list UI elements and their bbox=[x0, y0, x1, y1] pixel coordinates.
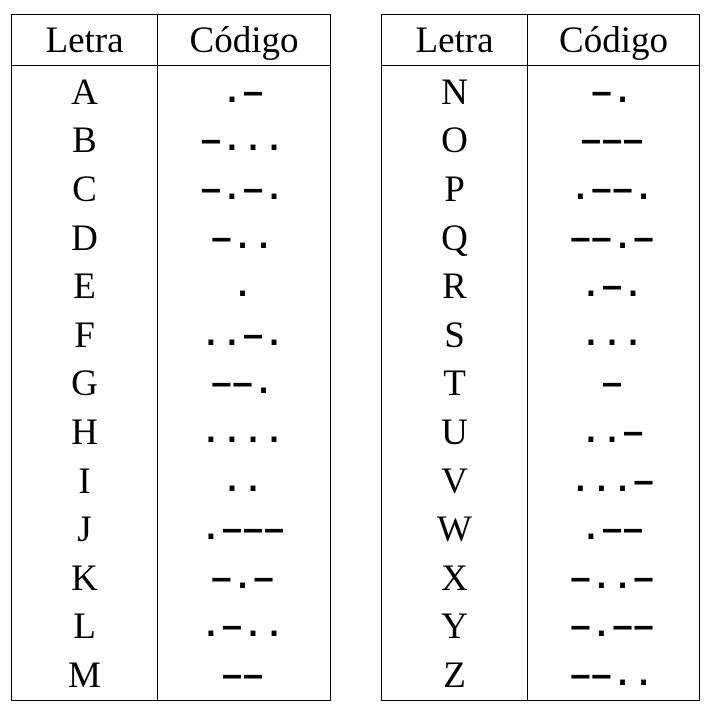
morse-code-cell: –... bbox=[201, 123, 287, 159]
table-row: H.... bbox=[11, 408, 331, 457]
letter-cell: Z bbox=[381, 651, 528, 701]
letter-cell: B bbox=[11, 116, 158, 166]
morse-code-cell: –– bbox=[222, 657, 266, 693]
table-body-left: A .– B –... C –.–. D –.. E. F ..–. G ––. H.... I.. J .––… bbox=[11, 65, 331, 701]
table-row: D –.. bbox=[11, 213, 331, 263]
letter-cell: E bbox=[11, 262, 158, 311]
table-row: K –.– bbox=[11, 553, 331, 603]
morse-code-cell: –.–– bbox=[571, 609, 656, 645]
table-row: X –..– bbox=[381, 553, 700, 603]
morse-code-cell: ..–. bbox=[201, 317, 287, 353]
table-row: R .–. bbox=[381, 262, 700, 311]
table-row: U ..– bbox=[381, 408, 700, 457]
letter-cell: J bbox=[11, 505, 158, 554]
letter-cell: M bbox=[11, 651, 158, 701]
table-row: B –... bbox=[11, 116, 331, 166]
letter-cell: X bbox=[381, 553, 528, 603]
morse-code-cell: .–– bbox=[581, 512, 646, 548]
morse-code-cell: .– bbox=[222, 74, 266, 110]
morse-code-cell: –.– bbox=[212, 560, 276, 596]
table-row: M –– bbox=[11, 651, 331, 701]
table-row: I.. bbox=[11, 456, 331, 506]
table-row: O ––– bbox=[381, 116, 700, 166]
table-row: Q ––.– bbox=[381, 213, 700, 263]
letter-cell: R bbox=[381, 262, 528, 311]
morse-code-cell: ––.. bbox=[571, 657, 656, 693]
morse-table-right: Letra Código N –. O ––– P .––. Q ––.– R .–. S... T –… bbox=[381, 14, 700, 701]
letter-cell: N bbox=[381, 65, 528, 117]
morse-code-cell: – bbox=[602, 366, 625, 402]
letter-cell: U bbox=[381, 408, 528, 457]
morse-code-cell: ... bbox=[581, 317, 646, 353]
letter-cell: H bbox=[11, 408, 158, 457]
header-code: Código bbox=[157, 14, 331, 66]
header-letter: Letra bbox=[11, 14, 158, 66]
morse-code-cell: .–.. bbox=[201, 609, 287, 645]
morse-code-cell: –.–. bbox=[201, 171, 287, 207]
header-letter: Letra bbox=[381, 14, 528, 66]
morse-code-cell: ––. bbox=[212, 366, 276, 402]
letter-cell: F bbox=[11, 310, 158, 360]
table-row: Y –.–– bbox=[381, 602, 700, 652]
letter-cell: D bbox=[11, 213, 158, 263]
table-row: J .––– bbox=[11, 505, 331, 554]
letter-cell: A bbox=[11, 65, 158, 117]
table-row: L .–.. bbox=[11, 602, 331, 652]
letter-cell: Q bbox=[381, 213, 528, 263]
morse-code-cell: ––– bbox=[581, 123, 646, 159]
table-row: Z ––.. bbox=[381, 651, 700, 701]
letter-cell: K bbox=[11, 553, 158, 603]
table-row: G ––. bbox=[11, 359, 331, 409]
morse-code-cell: .––– bbox=[201, 512, 287, 548]
table-row: P .––. bbox=[381, 165, 700, 214]
morse-code-cell: ...– bbox=[571, 463, 656, 499]
morse-code-cell: .. bbox=[222, 463, 266, 499]
header-row: Letra Código bbox=[381, 14, 700, 66]
letter-cell: W bbox=[381, 505, 528, 554]
letter-cell: G bbox=[11, 359, 158, 409]
letter-cell: S bbox=[381, 310, 528, 360]
morse-code-cell: –.. bbox=[212, 220, 276, 256]
table-row: S... bbox=[381, 310, 700, 360]
morse-table-left: Letra Código A .– B –... C –.–. D –.. E. F ..–. G ––… bbox=[11, 14, 331, 701]
morse-code-cell: –..– bbox=[571, 560, 656, 596]
letter-cell: P bbox=[381, 165, 528, 214]
header-row: Letra Código bbox=[11, 14, 331, 66]
letter-cell: V bbox=[381, 456, 528, 506]
table-body-right: N –. O ––– P .––. Q ––.– R .–. S... T – U ..– V ...– W .––… bbox=[381, 65, 700, 701]
table-row: N –. bbox=[381, 65, 700, 117]
letter-cell: C bbox=[11, 165, 158, 214]
morse-code-cell: ––.– bbox=[571, 220, 656, 256]
morse-code-cell: . bbox=[233, 269, 255, 305]
table-row: W .–– bbox=[381, 505, 700, 554]
morse-code-cell: –. bbox=[592, 74, 635, 110]
table-row: C –.–. bbox=[11, 165, 331, 214]
letter-cell: T bbox=[381, 359, 528, 409]
table-row: T – bbox=[381, 359, 700, 409]
morse-code-cell: .––. bbox=[571, 171, 656, 207]
letter-cell: I bbox=[11, 456, 158, 506]
table-row: E. bbox=[11, 262, 331, 311]
table-row: A .– bbox=[11, 65, 331, 117]
table-row: F ..–. bbox=[11, 310, 331, 360]
header-code: Código bbox=[527, 14, 700, 66]
morse-code-cell: .... bbox=[201, 414, 287, 450]
letter-cell: L bbox=[11, 602, 158, 652]
letter-cell: O bbox=[381, 116, 528, 166]
letter-cell: Y bbox=[381, 602, 528, 652]
morse-code-cell: .–. bbox=[581, 269, 646, 305]
morse-code-cell: ..– bbox=[581, 414, 646, 450]
table-row: V ...– bbox=[381, 456, 700, 506]
